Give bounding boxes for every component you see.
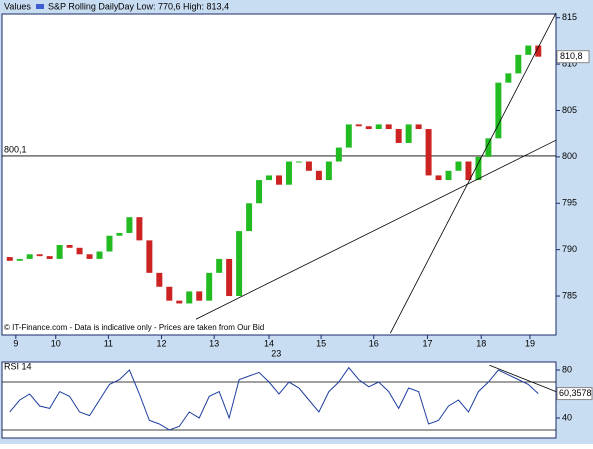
candle bbox=[26, 254, 33, 259]
candle bbox=[116, 232, 123, 236]
legend-swatch bbox=[36, 4, 44, 9]
last-value-box bbox=[556, 50, 590, 64]
legend-info: Day Low: 770,6 High: 813,4 bbox=[118, 1, 229, 11]
candle bbox=[206, 272, 213, 301]
candle bbox=[226, 258, 233, 297]
candle bbox=[156, 272, 163, 287]
candle bbox=[96, 251, 103, 259]
trendline bbox=[389, 12, 557, 334]
candle bbox=[16, 258, 23, 261]
rsi-line bbox=[9, 366, 539, 431]
rsi-y-tick-label: 40 bbox=[562, 412, 572, 422]
y-tick-label: 805 bbox=[562, 105, 577, 115]
x-tick-label: 17 bbox=[422, 338, 432, 348]
candle bbox=[365, 126, 372, 130]
candle bbox=[196, 291, 203, 301]
candle bbox=[355, 124, 362, 127]
x-tick-label: 10 bbox=[51, 338, 61, 348]
candle bbox=[86, 254, 93, 259]
y-tick-label: 810 bbox=[562, 58, 577, 68]
reference-label: 800,1 bbox=[4, 144, 27, 154]
rsi-last-value: 60,3578 bbox=[559, 388, 592, 398]
candle bbox=[425, 129, 432, 176]
rsi-last-value-box bbox=[556, 387, 593, 401]
candle bbox=[535, 45, 542, 57]
x-sublabel: 23 bbox=[271, 348, 281, 358]
y-tick-label: 800 bbox=[562, 151, 577, 161]
candle bbox=[56, 245, 63, 259]
candle bbox=[126, 217, 133, 233]
candle bbox=[395, 129, 402, 143]
candle bbox=[176, 300, 183, 304]
candle bbox=[465, 161, 472, 181]
candle bbox=[66, 245, 73, 248]
candle bbox=[46, 256, 53, 259]
header-label: Values bbox=[4, 1, 31, 11]
candle bbox=[495, 82, 502, 139]
y-tick-label: 785 bbox=[562, 290, 577, 300]
candle bbox=[335, 147, 342, 162]
last-value: 810,8 bbox=[560, 51, 583, 61]
x-tick-label: 9 bbox=[13, 338, 18, 348]
candle bbox=[305, 161, 312, 171]
x-tick-label: 11 bbox=[104, 338, 113, 348]
candle bbox=[525, 45, 532, 55]
y-tick-label: 815 bbox=[562, 12, 577, 22]
x-tick-label: 19 bbox=[525, 338, 535, 348]
rsi-title: RSI 14 bbox=[4, 361, 32, 371]
footer: © IT-Finance.com - Data is indicative on… bbox=[4, 323, 264, 332]
candle bbox=[106, 235, 113, 252]
candle bbox=[166, 286, 173, 301]
x-tick-label: 18 bbox=[476, 338, 486, 348]
legend-name: S&P Rolling Daily bbox=[48, 1, 119, 11]
candle bbox=[236, 231, 243, 297]
candle bbox=[246, 203, 253, 232]
candle bbox=[6, 257, 13, 261]
candle bbox=[186, 291, 193, 304]
rsi-y-tick-label: 80 bbox=[562, 364, 572, 374]
candle bbox=[276, 175, 282, 185]
candle bbox=[435, 175, 442, 181]
candle bbox=[385, 124, 392, 130]
candle bbox=[405, 124, 412, 143]
candle bbox=[475, 156, 482, 181]
x-tick-label: 14 bbox=[264, 338, 274, 348]
candle bbox=[146, 240, 153, 273]
candle bbox=[445, 170, 452, 181]
candle bbox=[136, 217, 143, 241]
price-panel bbox=[1, 13, 557, 336]
candle bbox=[266, 175, 273, 181]
candle bbox=[256, 180, 263, 204]
y-tick-label: 790 bbox=[562, 244, 577, 254]
candle bbox=[325, 161, 332, 181]
candle bbox=[295, 161, 302, 163]
candle bbox=[485, 138, 492, 157]
candle bbox=[415, 124, 422, 130]
rsi-trendline bbox=[489, 364, 557, 392]
candle bbox=[455, 161, 462, 171]
y-tick-label: 795 bbox=[562, 198, 577, 208]
candle bbox=[315, 170, 322, 181]
candle bbox=[76, 247, 83, 255]
candle bbox=[216, 258, 223, 273]
candle bbox=[505, 73, 512, 83]
candle bbox=[515, 54, 522, 74]
x-tick-label: 16 bbox=[369, 338, 379, 348]
candle bbox=[36, 254, 43, 257]
trendline bbox=[195, 139, 557, 320]
candle bbox=[375, 124, 382, 130]
candle bbox=[285, 161, 292, 185]
candle bbox=[345, 124, 352, 148]
x-tick-label: 12 bbox=[157, 338, 167, 348]
x-tick-label: 15 bbox=[316, 338, 326, 348]
x-tick-label: 13 bbox=[209, 338, 219, 348]
rsi-panel bbox=[1, 361, 557, 439]
